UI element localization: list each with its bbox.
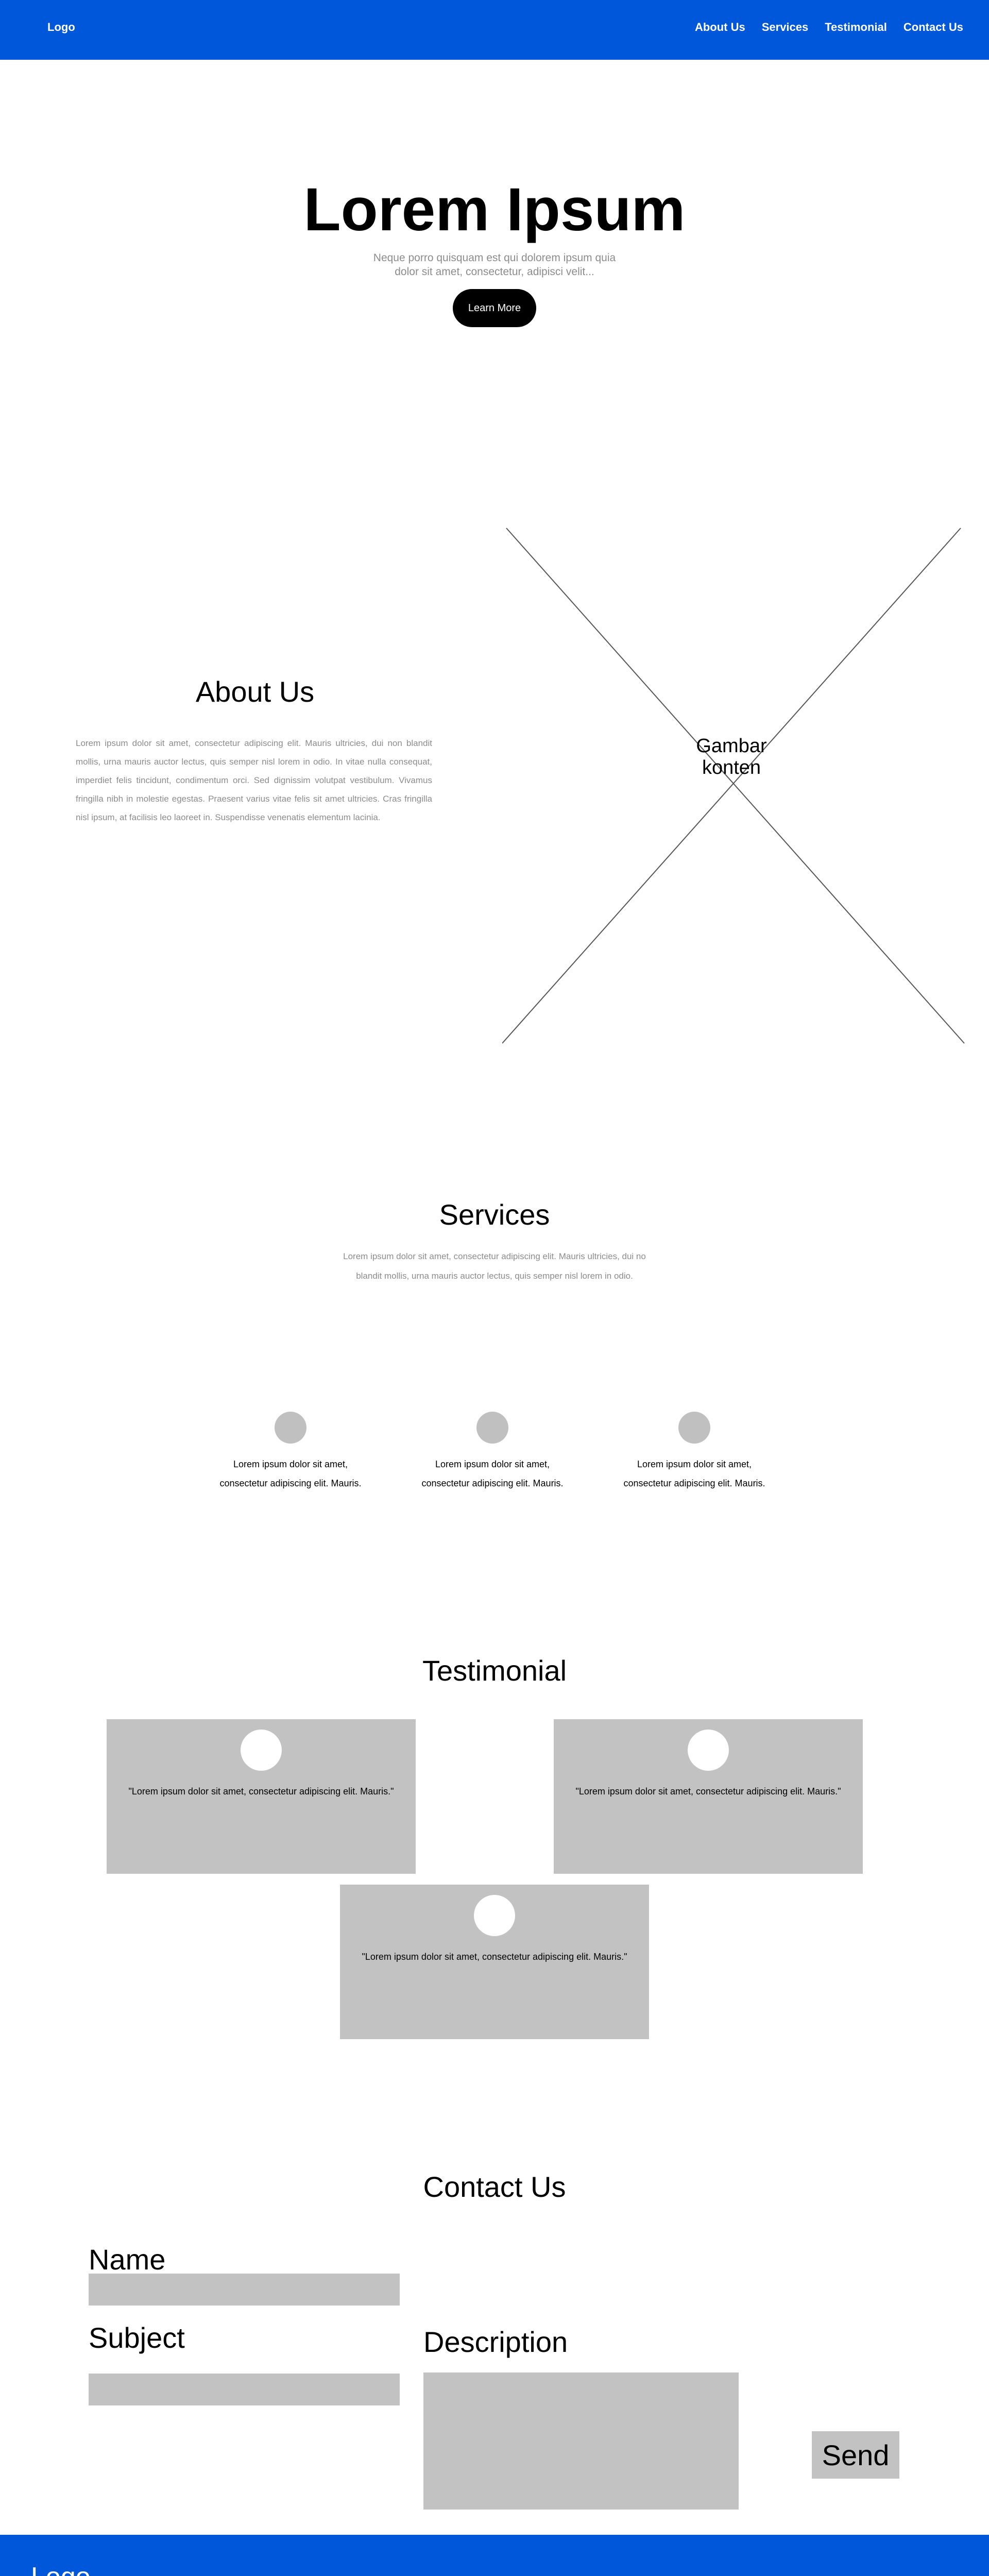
service-text: Lorem ipsum dolor sit amet, consectetur … — [219, 1459, 362, 1488]
main-nav: About Us Services Testimonial Contact Us — [695, 21, 963, 34]
testimonial-quote: "Lorem ipsum dolor sit amet, consectetur… — [128, 1786, 394, 1797]
service-icon — [678, 1412, 710, 1444]
testimonial-avatar — [688, 1730, 729, 1771]
testimonial-quote: "Lorem ipsum dolor sit amet, consectetur… — [362, 1952, 627, 1962]
nav-testimonial[interactable]: Testimonial — [825, 21, 887, 33]
service-text: Lorem ipsum dolor sit amet, consectetur … — [421, 1459, 564, 1488]
testimonial-avatar — [241, 1730, 282, 1771]
header-logo[interactable]: Logo — [47, 21, 75, 33]
contact-title: Contact Us — [423, 2171, 566, 2203]
content-image-placeholder — [502, 528, 965, 1044]
nav-contact-us[interactable]: Contact Us — [903, 21, 963, 33]
name-input[interactable] — [89, 2274, 400, 2306]
placeholder-diagonal-line — [502, 528, 961, 1044]
service-item: Lorem ipsum dolor sit amet, consectetur … — [617, 1412, 772, 1493]
service-item: Lorem ipsum dolor sit amet, consectetur … — [213, 1412, 368, 1493]
service-item: Lorem ipsum dolor sit amet, consectetur … — [415, 1412, 570, 1493]
service-text: Lorem ipsum dolor sit amet, consectetur … — [623, 1459, 765, 1488]
testimonial-card: "Lorem ipsum dolor sit amet, consectetur… — [107, 1719, 416, 1874]
hero-title: Lorem Ipsum — [303, 176, 686, 244]
footer-logo[interactable]: Logo — [31, 2562, 91, 2576]
subject-input[interactable] — [89, 2374, 400, 2405]
description-label: Description — [423, 2326, 568, 2358]
site-footer — [0, 2535, 989, 2576]
testimonial-card: "Lorem ipsum dolor sit amet, consectetur… — [554, 1719, 863, 1874]
about-text: Lorem ipsum dolor sit amet, consectetur … — [76, 738, 432, 822]
subject-label: Subject — [89, 2321, 185, 2354]
services-title: Services — [439, 1198, 550, 1231]
nav-about-us[interactable]: About Us — [694, 21, 745, 33]
placeholder-diagonal-line — [506, 528, 965, 1044]
send-button[interactable]: Send — [812, 2431, 899, 2479]
services-text: Lorem ipsum dolor sit amet, consectetur … — [343, 1251, 646, 1281]
testimonial-quote: "Lorem ipsum dolor sit amet, consectetur… — [575, 1786, 841, 1797]
testimonial-avatar — [474, 1895, 515, 1936]
nav-services[interactable]: Services — [761, 21, 809, 33]
name-label: Name — [89, 2243, 166, 2276]
service-icon — [476, 1412, 508, 1444]
hero-subtitle: Neque porro quisquam est qui dolorem ips… — [373, 252, 616, 278]
about-title: About Us — [195, 675, 315, 708]
learn-more-button[interactable]: Learn More — [453, 289, 536, 327]
image-label: Gambar konten — [696, 735, 767, 778]
testimonial-card: "Lorem ipsum dolor sit amet, consectetur… — [340, 1885, 649, 2039]
description-textarea[interactable] — [423, 2372, 739, 2510]
service-icon — [275, 1412, 306, 1444]
site-header: Logo About Us Services Testimonial Conta… — [0, 0, 989, 60]
testimonial-title: Testimonial — [422, 1654, 567, 1687]
